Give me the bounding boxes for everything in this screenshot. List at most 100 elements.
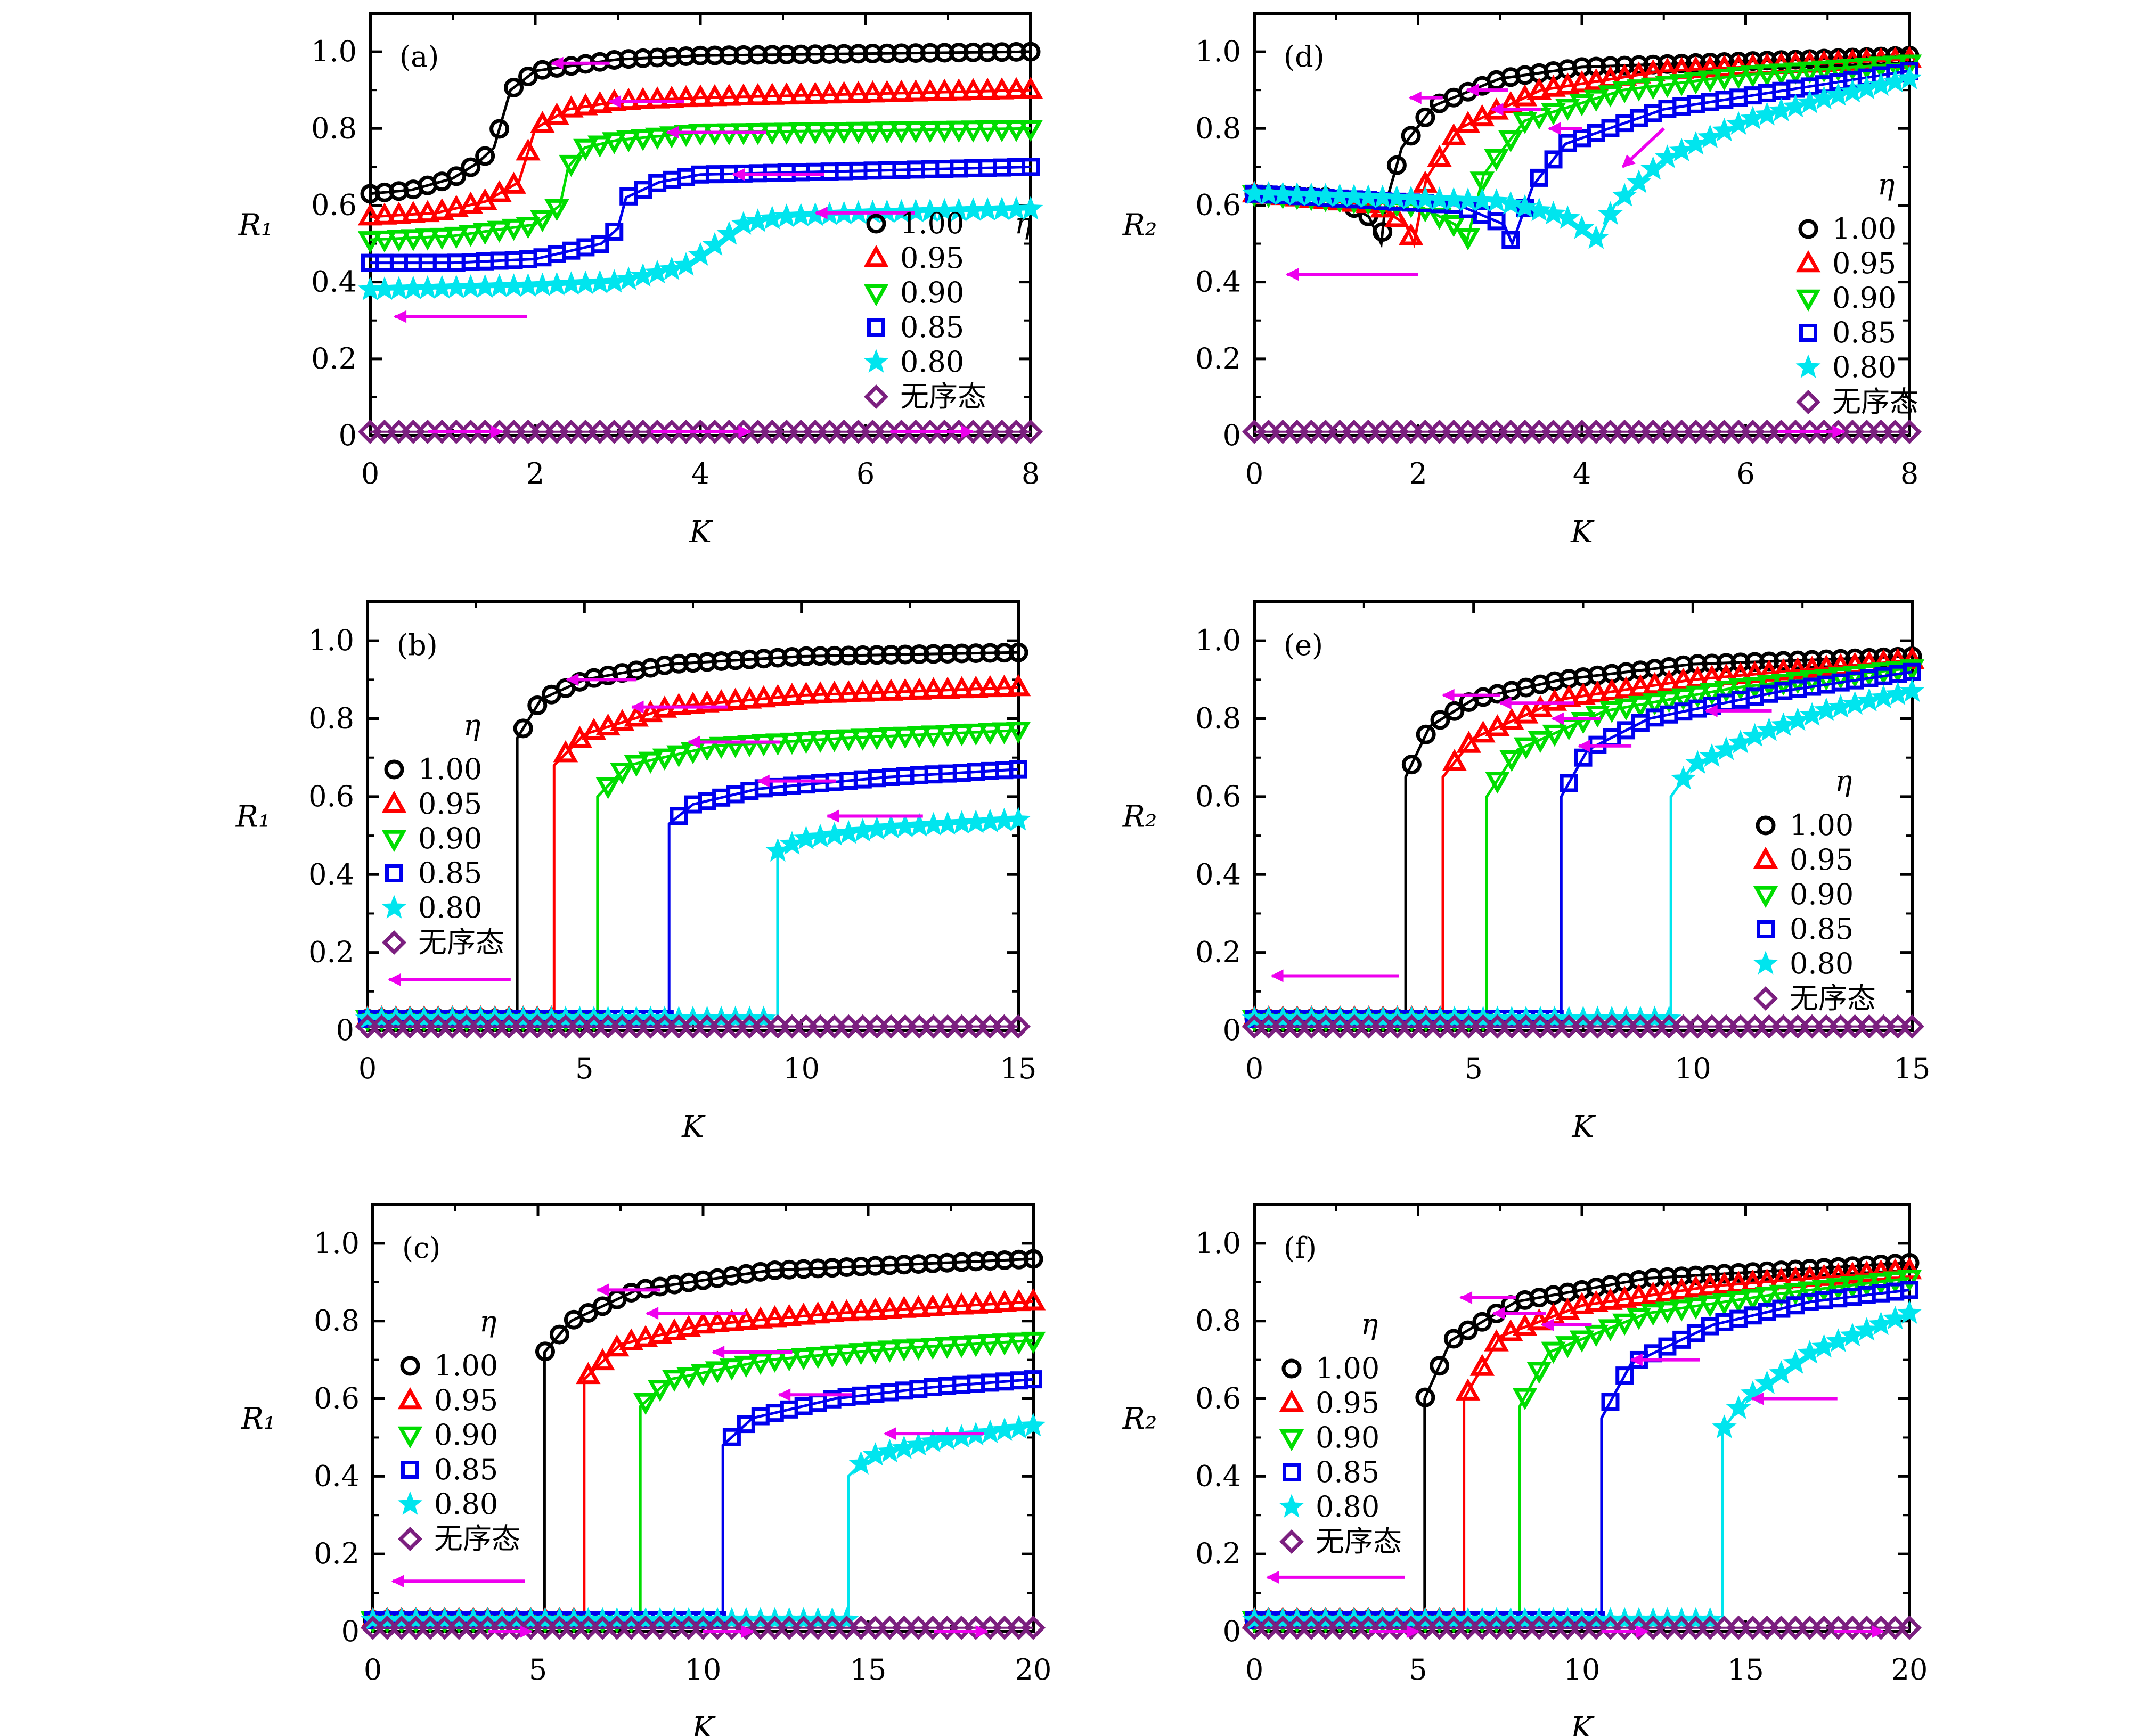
data-point	[1669, 137, 1694, 162]
data-point	[1560, 774, 1578, 792]
data-point	[1455, 1378, 1481, 1401]
data-point	[760, 83, 785, 105]
legend-label: 0.90	[418, 822, 482, 855]
y-axis-label: R₂	[1122, 800, 1157, 834]
data-point	[1569, 1292, 1595, 1314]
data-point	[907, 677, 932, 700]
data-point	[779, 732, 805, 755]
y-tick-label: 0.8	[314, 1304, 360, 1338]
y-tick-label: 0.8	[308, 702, 354, 735]
data-point	[1742, 723, 1768, 747]
data-point	[723, 736, 748, 758]
data-point	[1526, 77, 1552, 100]
data-point	[1455, 228, 1481, 251]
x-tick-label: 0	[1245, 1653, 1263, 1686]
data-point	[1897, 1257, 1922, 1280]
data-point	[1456, 731, 1481, 753]
data-point	[864, 679, 889, 701]
data-point	[1728, 662, 1753, 684]
data-point	[1512, 194, 1538, 218]
data-point	[595, 713, 621, 736]
x-axis-label: K	[689, 515, 713, 550]
data-point	[1541, 201, 1566, 225]
legend-label: 1.00	[1790, 808, 1854, 842]
data-point	[1020, 1413, 1046, 1437]
data-point	[1656, 669, 1681, 692]
data-point	[733, 1307, 759, 1330]
y-tick-label: 0	[1223, 1013, 1241, 1047]
data-point	[659, 85, 684, 108]
legend-label: 0.90	[434, 1418, 498, 1452]
data-point	[805, 1347, 830, 1369]
data-point	[1018, 419, 1043, 444]
data-point	[1712, 1293, 1737, 1315]
data-point	[1712, 69, 1737, 91]
y-tick-label: 0	[336, 1013, 354, 1047]
data-point	[1712, 118, 1737, 142]
data-point	[935, 1293, 960, 1316]
x-axis-label: K	[1570, 1711, 1595, 1736]
legend-label: 0.90	[1832, 281, 1896, 315]
data-point	[1712, 1272, 1737, 1294]
x-tick-label: 0	[358, 1052, 377, 1085]
data-point	[1006, 1332, 1032, 1355]
data-point	[1828, 653, 1853, 675]
panel-d: 0 2 4 6 8 0 0.2 0.4 0.6 0.8 1.0 K R₂ (d) η 1.000.950.90…	[1122, 12, 1922, 550]
x-tick-label: 8	[1022, 457, 1040, 490]
data-point	[719, 1358, 745, 1381]
y-tick-label: 1.0	[314, 1226, 360, 1260]
data-point	[1656, 691, 1681, 713]
data-point	[1018, 77, 1043, 99]
data-point	[662, 1370, 687, 1392]
data-point	[1854, 1274, 1880, 1297]
data-point	[1683, 1297, 1709, 1320]
legend-marker	[1279, 1529, 1304, 1554]
y-tick-label: 0.4	[1195, 265, 1241, 299]
data-point	[1868, 1273, 1893, 1296]
data-point	[633, 1393, 658, 1415]
x-tick-label: 5	[575, 1052, 593, 1085]
x-tick-label: 6	[1736, 457, 1754, 490]
data-point	[1840, 1262, 1865, 1284]
data-point	[1771, 658, 1796, 681]
data-point	[1401, 126, 1421, 146]
legend-label: 0.85	[434, 1453, 498, 1486]
data-point	[673, 85, 699, 108]
data-point	[1526, 197, 1552, 222]
y-tick-label: 0.4	[314, 1459, 360, 1493]
data-point	[624, 755, 649, 777]
legend-marker	[1795, 250, 1821, 273]
y-tick-label: 1.0	[311, 35, 357, 68]
data-point	[977, 1290, 1003, 1313]
data-point	[1598, 85, 1623, 108]
data-point	[630, 87, 656, 109]
legend-label: 0.95	[1832, 247, 1896, 280]
data-point	[444, 194, 469, 217]
data-point	[877, 1340, 902, 1363]
data-point	[906, 1295, 931, 1317]
data-point	[1501, 231, 1520, 249]
data-point	[1640, 1304, 1666, 1326]
data-point	[1669, 74, 1694, 96]
data-point	[935, 676, 960, 699]
data-point	[731, 83, 756, 105]
panel-label: (d)	[1284, 40, 1325, 73]
data-point	[932, 120, 957, 143]
legend-label: 0.90	[900, 276, 964, 309]
data-point	[487, 220, 512, 243]
legend-label: 0.85	[418, 856, 482, 890]
data-point	[846, 121, 871, 144]
data-point	[1783, 62, 1808, 85]
data-point	[1542, 724, 1567, 747]
data-point	[722, 1428, 741, 1446]
data-point	[1569, 70, 1595, 93]
data-point	[850, 679, 876, 702]
series-无序态	[1242, 419, 1922, 444]
data-point	[1601, 1393, 1620, 1411]
data-point	[1598, 1288, 1623, 1310]
data-point	[1528, 731, 1553, 754]
legend-marker	[397, 1387, 423, 1410]
data-point	[1900, 1014, 1924, 1039]
data-point	[1018, 196, 1043, 220]
data-point	[1655, 76, 1680, 98]
